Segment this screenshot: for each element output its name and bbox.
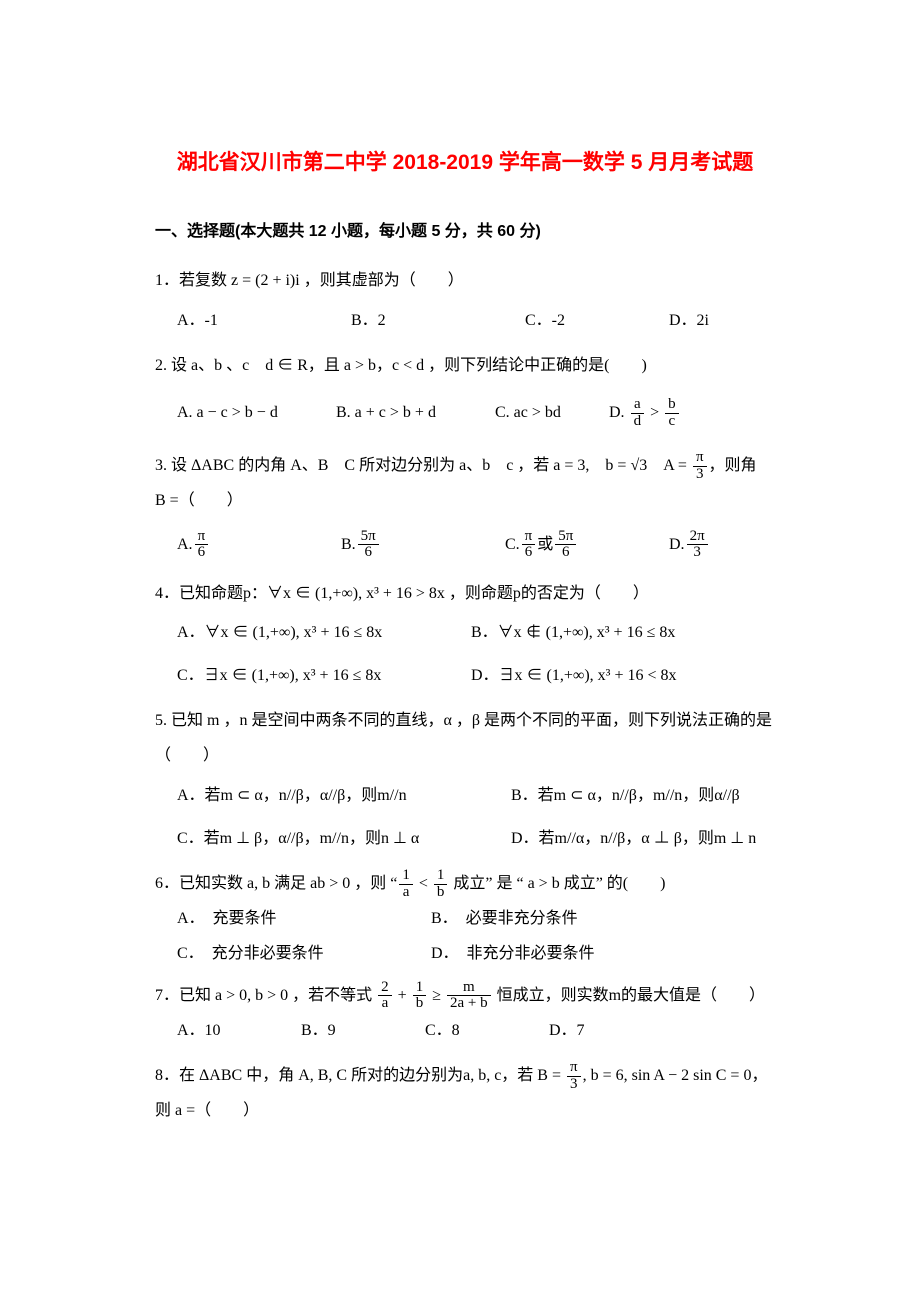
q6-opt-b: B． 必要非充分条件 — [431, 905, 578, 932]
q6-opt-c: C． 充分非必要条件 — [177, 940, 427, 967]
q6-stem: 6．已知实数 a, b 满足 ab > 0 ，则 “1a < 1b 成立” 是 … — [155, 866, 775, 901]
q6-opt-a: A． 充要条件 — [177, 905, 427, 932]
question-2: 2. 设 a、b 、c d ∈ R，且 a > b，c < d ，则下列结论中正… — [155, 348, 775, 430]
q1-stem: 1．若复数 z = (2 + i)i ，则其虚部为（ ） — [155, 263, 775, 298]
q3-opt-a: A. π6 — [177, 527, 337, 562]
question-7: 7．已知 a > 0, b > 0 ，若不等式 2a + 1b ≥ m2a + … — [155, 978, 775, 1044]
q5-options-row2: C．若m ⊥ β，α//β，m//n，则n ⊥ α D．若m//α，n//β，α… — [155, 821, 775, 856]
q6-options-row1: A． 充要条件 B． 必要非充分条件 — [155, 905, 775, 932]
q5-stem-line2: （ ） — [155, 738, 775, 773]
q2-opt-a: A. a − c > b − d — [177, 395, 332, 430]
q8-stem-line1: 8．在 ΔABC 中，角 A, B, C 所对的边分别为a, b, c，若 B … — [155, 1058, 775, 1093]
q3-options: A. π6 B. 5π6 C. π6 或 5π6 D. 2π3 — [155, 527, 775, 562]
q7-opt-b: B．9 — [301, 1017, 421, 1044]
question-4: 4．已知命题p：∀x ∈ (1,+∞), x³ + 16 > 8x ，则命题p的… — [155, 576, 775, 694]
question-1: 1．若复数 z = (2 + i)i ，则其虚部为（ ） A．-1 B．2 C．… — [155, 263, 775, 337]
q7-stem: 7．已知 a > 0, b > 0 ，若不等式 2a + 1b ≥ m2a + … — [155, 978, 775, 1013]
question-8: 8．在 ΔABC 中，角 A, B, C 所对的边分别为a, b, c，若 B … — [155, 1058, 775, 1128]
q1-opt-b: B．2 — [351, 303, 521, 338]
q3-stem-line1: 3. 设 ΔABC 的内角 A、B C 所对边分别为 a、b c ，若 a = … — [155, 448, 775, 483]
page: 湖北省汉川市第二中学 2018-2019 学年高一数学 5 月月考试题 一、选择… — [0, 0, 920, 1198]
q5-opt-a: A．若m ⊂ α，n//β，α//β，则m//n — [177, 778, 507, 813]
q3-opt-d: D. 2π3 — [669, 527, 710, 562]
q2-options: A. a − c > b − d B. a + c > b + d C. ac … — [155, 395, 775, 430]
q7-opt-c: C．8 — [425, 1017, 545, 1044]
question-6: 6．已知实数 a, b 满足 ab > 0 ，则 “1a < 1b 成立” 是 … — [155, 866, 775, 968]
question-5: 5. 已知 m ，n 是空间中两条不同的直线，α ，β 是两个不同的平面，则下列… — [155, 703, 775, 856]
q5-opt-c: C．若m ⊥ β，α//β，m//n，则n ⊥ α — [177, 821, 507, 856]
q5-opt-b: B．若m ⊂ α，n//β，m//n，则α//β — [511, 778, 740, 813]
q8-stem-line2: 则 a =（ ） — [155, 1093, 775, 1128]
q4-opt-c: C．∃x ∈ (1,+∞), x³ + 16 ≤ 8x — [177, 658, 467, 693]
q5-opt-d: D．若m//α，n//β，α ⊥ β，则m ⊥ n — [511, 821, 756, 856]
q4-options-row1: A．∀x ∈ (1,+∞), x³ + 16 ≤ 8x B．∀x ∉ (1,+∞… — [155, 615, 775, 650]
q2-opt-c: C. ac > bd — [495, 395, 605, 430]
q6-opt-d: D． 非充分非必要条件 — [431, 940, 595, 967]
q1-options: A．-1 B．2 C．-2 D．2i — [155, 303, 775, 338]
q7-opt-a: A．10 — [177, 1017, 297, 1044]
q3-opt-b: B. 5π6 — [341, 527, 501, 562]
q4-opt-a: A．∀x ∈ (1,+∞), x³ + 16 ≤ 8x — [177, 615, 467, 650]
exam-title: 湖北省汉川市第二中学 2018-2019 学年高一数学 5 月月考试题 — [155, 140, 775, 186]
q2-opt-b: B. a + c > b + d — [336, 395, 491, 430]
q1-opt-d: D．2i — [669, 303, 709, 338]
q6-options-row2: C． 充分非必要条件 D． 非充分非必要条件 — [155, 940, 775, 967]
q3-opt-c: C. π6 或 5π6 — [505, 527, 665, 562]
q5-options-row1: A．若m ⊂ α，n//β，α//β，则m//n B．若m ⊂ α，n//β，m… — [155, 778, 775, 813]
q1-opt-c: C．-2 — [525, 303, 665, 338]
q4-opt-b: B．∀x ∉ (1,+∞), x³ + 16 ≤ 8x — [471, 615, 675, 650]
q4-stem: 4．已知命题p：∀x ∈ (1,+∞), x³ + 16 > 8x ，则命题p的… — [155, 576, 775, 611]
q2-stem: 2. 设 a、b 、c d ∈ R，且 a > b，c < d ，则下列结论中正… — [155, 348, 775, 383]
q4-opt-d: D．∃x ∈ (1,+∞), x³ + 16 < 8x — [471, 658, 677, 693]
question-3: 3. 设 ΔABC 的内角 A、B C 所对边分别为 a、b c ，若 a = … — [155, 448, 775, 562]
q7-opt-d: D．7 — [549, 1017, 585, 1044]
q3-stem-line2: B =（ ） — [155, 483, 775, 518]
q5-stem-line1: 5. 已知 m ，n 是空间中两条不同的直线，α ，β 是两个不同的平面，则下列… — [155, 703, 775, 738]
q2-opt-d: D. ad > bc — [609, 395, 681, 430]
q1-opt-a: A．-1 — [177, 303, 347, 338]
q4-options-row2: C．∃x ∈ (1,+∞), x³ + 16 ≤ 8x D．∃x ∈ (1,+∞… — [155, 658, 775, 693]
q7-options: A．10 B．9 C．8 D．7 — [155, 1017, 775, 1044]
section-1-header: 一、选择题(本大题共 12 小题，每小题 5 分，共 60 分) — [155, 214, 775, 249]
